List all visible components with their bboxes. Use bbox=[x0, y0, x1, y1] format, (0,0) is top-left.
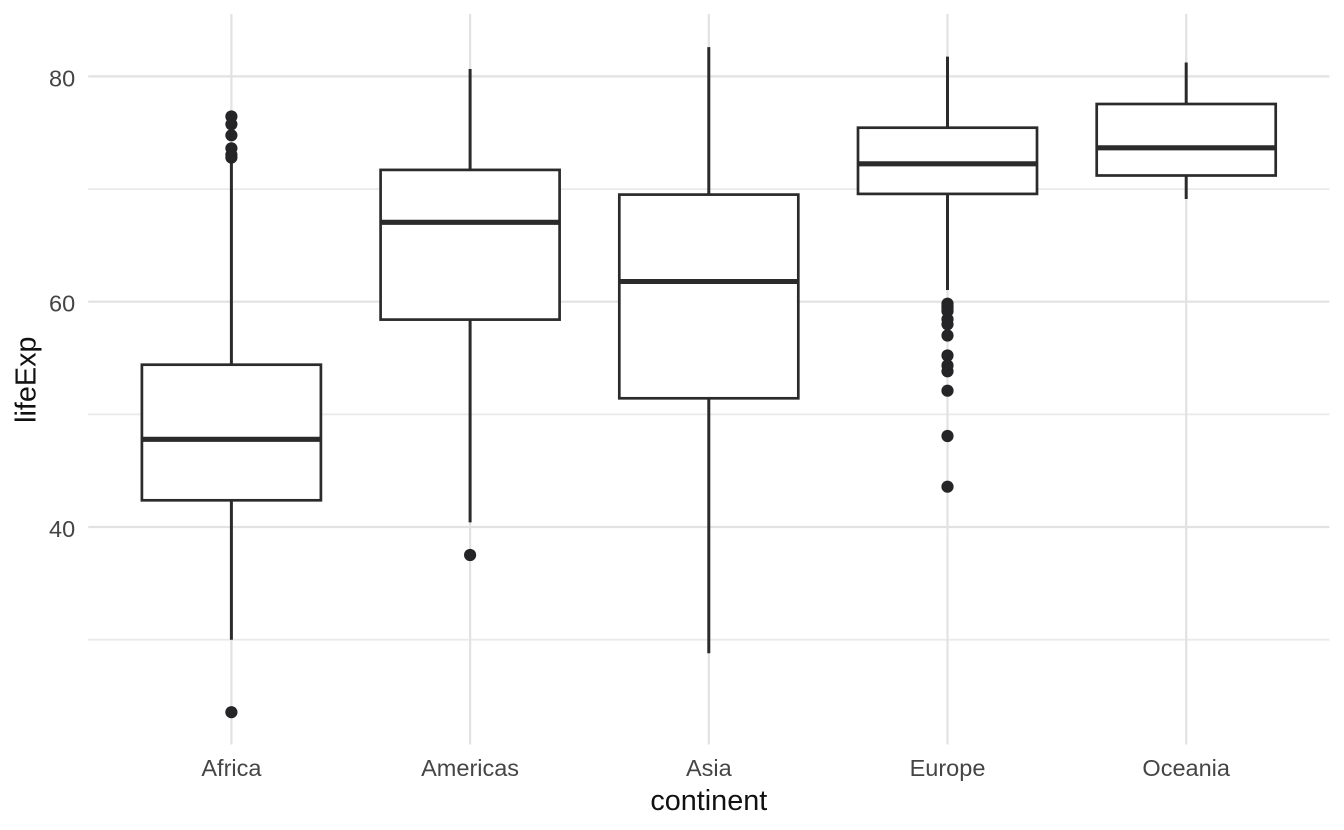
svg-text:40: 40 bbox=[49, 516, 75, 542]
svg-text:Oceania: Oceania bbox=[1142, 755, 1230, 781]
svg-text:80: 80 bbox=[49, 65, 75, 91]
svg-text:60: 60 bbox=[49, 291, 75, 317]
svg-text:Americas: Americas bbox=[421, 755, 519, 781]
svg-text:Asia: Asia bbox=[686, 755, 733, 781]
svg-text:lifeExp: lifeExp bbox=[10, 336, 42, 422]
svg-text:continent: continent bbox=[650, 785, 767, 817]
svg-text:Africa: Africa bbox=[201, 755, 262, 781]
svg-text:Europe: Europe bbox=[910, 755, 986, 781]
